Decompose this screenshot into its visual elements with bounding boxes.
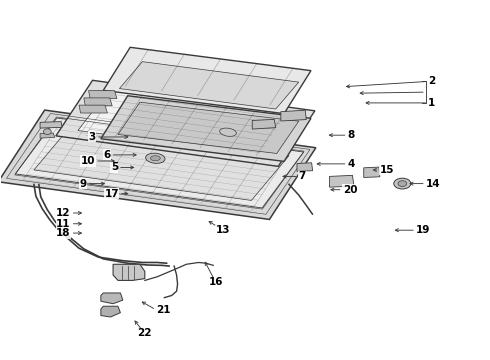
Ellipse shape: [146, 153, 165, 163]
Polygon shape: [15, 118, 304, 208]
Polygon shape: [101, 96, 311, 161]
Text: 1: 1: [428, 98, 436, 108]
Text: 15: 15: [379, 165, 394, 175]
Text: 7: 7: [299, 171, 306, 181]
Polygon shape: [101, 293, 123, 304]
Text: 9: 9: [79, 179, 86, 189]
Polygon shape: [364, 167, 380, 177]
Polygon shape: [34, 125, 289, 201]
Circle shape: [44, 129, 51, 135]
Polygon shape: [84, 98, 112, 106]
Text: 3: 3: [89, 132, 96, 142]
Polygon shape: [40, 122, 62, 128]
Text: 16: 16: [208, 277, 223, 287]
Polygon shape: [297, 163, 313, 171]
Text: 11: 11: [56, 219, 71, 229]
Polygon shape: [281, 110, 306, 121]
Ellipse shape: [150, 156, 160, 161]
Text: 22: 22: [138, 328, 152, 338]
Text: 2: 2: [428, 76, 436, 86]
Text: 18: 18: [56, 228, 71, 238]
Polygon shape: [78, 89, 298, 157]
Polygon shape: [252, 120, 276, 129]
Text: 6: 6: [103, 150, 111, 160]
Ellipse shape: [394, 178, 411, 189]
Text: 20: 20: [343, 185, 357, 195]
Text: 8: 8: [347, 130, 355, 140]
Ellipse shape: [398, 181, 407, 186]
Polygon shape: [40, 133, 55, 138]
Polygon shape: [103, 47, 311, 114]
Polygon shape: [330, 175, 354, 187]
Text: 5: 5: [111, 162, 118, 172]
Text: 19: 19: [416, 225, 430, 235]
Text: 17: 17: [104, 189, 119, 199]
Polygon shape: [79, 105, 107, 113]
Text: 4: 4: [347, 159, 355, 169]
Polygon shape: [89, 91, 117, 99]
Polygon shape: [0, 110, 316, 220]
Text: 13: 13: [216, 225, 230, 235]
Polygon shape: [118, 102, 299, 153]
Polygon shape: [101, 306, 121, 317]
Polygon shape: [120, 62, 299, 109]
Text: 14: 14: [426, 179, 441, 189]
Ellipse shape: [220, 128, 236, 136]
Polygon shape: [56, 80, 315, 166]
Text: 10: 10: [80, 156, 95, 166]
Text: 21: 21: [156, 305, 171, 315]
Text: 12: 12: [56, 208, 71, 218]
Polygon shape: [113, 264, 145, 280]
